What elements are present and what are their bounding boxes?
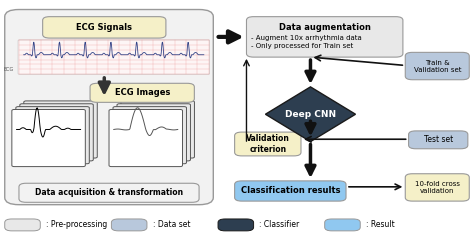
Text: 10-fold cross
validation: 10-fold cross validation <box>415 181 460 194</box>
Text: : Classifier: : Classifier <box>259 220 300 229</box>
FancyBboxPatch shape <box>24 101 97 158</box>
Text: ECG Signals: ECG Signals <box>76 23 132 32</box>
FancyBboxPatch shape <box>409 131 468 149</box>
FancyBboxPatch shape <box>405 174 469 201</box>
Text: Classification results: Classification results <box>241 187 340 195</box>
Text: : Result: : Result <box>366 220 395 229</box>
FancyBboxPatch shape <box>111 219 147 231</box>
FancyBboxPatch shape <box>246 17 403 57</box>
FancyBboxPatch shape <box>109 109 182 167</box>
FancyBboxPatch shape <box>235 132 301 156</box>
FancyBboxPatch shape <box>218 219 254 231</box>
FancyBboxPatch shape <box>90 83 194 102</box>
Text: Validation
criterion: Validation criterion <box>246 134 290 154</box>
Text: : Pre-processing: : Pre-processing <box>46 220 107 229</box>
FancyBboxPatch shape <box>5 10 213 205</box>
FancyBboxPatch shape <box>235 181 346 201</box>
FancyBboxPatch shape <box>5 219 40 231</box>
FancyBboxPatch shape <box>20 104 93 161</box>
FancyBboxPatch shape <box>16 107 89 164</box>
FancyBboxPatch shape <box>12 109 85 167</box>
Text: ECG: ECG <box>4 66 14 72</box>
Text: Train &
Validation set: Train & Validation set <box>413 60 461 73</box>
Text: Data augmentation: Data augmentation <box>279 24 371 33</box>
FancyBboxPatch shape <box>121 101 194 158</box>
Text: ECG Images: ECG Images <box>115 88 170 97</box>
FancyBboxPatch shape <box>405 52 469 80</box>
FancyBboxPatch shape <box>43 17 166 38</box>
Text: Test set: Test set <box>424 135 453 144</box>
FancyBboxPatch shape <box>113 107 186 164</box>
Polygon shape <box>265 87 356 142</box>
Text: Data acquisition & transformation: Data acquisition & transformation <box>35 188 183 197</box>
FancyBboxPatch shape <box>18 40 210 74</box>
Text: - Augment 10x arrhythmia data
- Only processed for Train set: - Augment 10x arrhythmia data - Only pro… <box>251 35 362 49</box>
FancyBboxPatch shape <box>117 104 191 161</box>
FancyBboxPatch shape <box>19 183 199 202</box>
FancyBboxPatch shape <box>325 219 360 231</box>
Text: : Data set: : Data set <box>153 220 190 229</box>
Text: Deep CNN: Deep CNN <box>285 110 336 119</box>
